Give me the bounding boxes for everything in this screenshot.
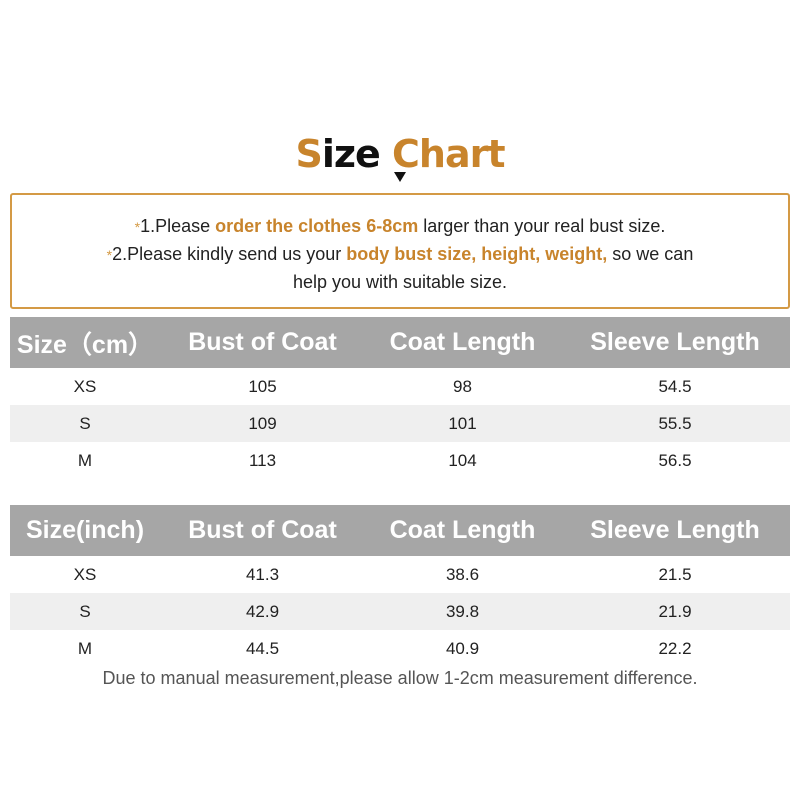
table-cell: 113 (248, 450, 277, 470)
table-cell: S (10, 405, 160, 442)
table-cell: S (10, 593, 160, 630)
table-cell: 21.9 (560, 593, 790, 630)
column-header: Bust of Coat (160, 317, 365, 368)
table-cell: XS (73, 564, 97, 584)
column-header: Coat Length (365, 317, 560, 368)
table-cell: 98 (453, 376, 472, 396)
table-row: S 42.9 39.8 21.9 (10, 593, 790, 630)
table-cell: M (77, 450, 93, 470)
table-cell: M (77, 638, 93, 658)
column-header: Coat Length (365, 505, 560, 556)
star-icon: * (106, 247, 113, 263)
column-header: Bust of Coat (160, 505, 365, 556)
column-header: Sleeve Length (560, 505, 790, 556)
star-icon: * (134, 219, 141, 235)
column-header: Sleeve Length (560, 317, 790, 368)
note-text: so we can (607, 244, 694, 264)
note-line-1: *1.Please order the clothes 6-8cm larger… (12, 213, 788, 241)
title-ize: ize (321, 132, 381, 176)
page-title: Size Chart (0, 132, 800, 176)
table-cell: 44.5 (245, 638, 280, 658)
column-header: Size（cm） (10, 317, 160, 368)
table-row: XS 105 98 54.5 (10, 368, 790, 405)
notes-box: *1.Please order the clothes 6-8cm larger… (10, 193, 790, 309)
footer-note: Due to manual measurement,please allow 1… (102, 668, 698, 688)
table-cell: 38.6 (445, 564, 480, 584)
table-cell: 40.9 (445, 638, 480, 658)
table-row: M 113 104 56.5 (10, 442, 790, 479)
table-header-row: Size(inch) Bust of Coat Coat Length Sleeve … (10, 505, 790, 556)
arrow-down-icon (394, 172, 406, 182)
table-cell: 42.9 (160, 593, 365, 630)
note-text: 2.Please kindly send us your (112, 244, 347, 264)
size-table-inch: Size(inch) Bust of Coat Coat Length Sleeve … (10, 505, 790, 667)
table-cell: 56.5 (658, 450, 692, 470)
note-text: 1.Please (140, 216, 216, 236)
table-cell: 101 (365, 405, 560, 442)
title-chart: Chart (392, 132, 505, 176)
column-header: Size(inch) (10, 505, 160, 556)
table-cell: 54.5 (658, 376, 692, 396)
table-cell: 21.5 (658, 564, 692, 584)
note-highlight: body bust size, height, weight, (346, 244, 608, 264)
table-row: XS 41.3 38.6 21.5 (10, 556, 790, 593)
note-highlight: order the clothes 6-8cm (215, 216, 419, 236)
table-row: S 109 101 55.5 (10, 405, 790, 442)
table-cell: 22.2 (658, 638, 692, 658)
table-cell: XS (73, 376, 97, 396)
table-cell: 41.3 (245, 564, 280, 584)
table-cell: 105 (248, 376, 277, 396)
table-cell: 104 (448, 450, 477, 470)
size-table-cm: Size（cm） Bust of Coat Coat Length Sleeve Le… (10, 317, 790, 479)
note-line-3: help you with suitable size. (292, 272, 508, 292)
table-row: M 44.5 40.9 22.2 (10, 630, 790, 667)
table-cell: 39.8 (365, 593, 560, 630)
table-cell: 55.5 (560, 405, 790, 442)
table-header-row: Size（cm） Bust of Coat Coat Length Sleeve Le… (10, 317, 790, 368)
table-cell: 109 (160, 405, 365, 442)
note-text: larger than your real bust size. (418, 216, 666, 236)
note-line-2: *2.Please kindly send us your body bust … (12, 241, 788, 269)
title-s: S (295, 132, 322, 176)
